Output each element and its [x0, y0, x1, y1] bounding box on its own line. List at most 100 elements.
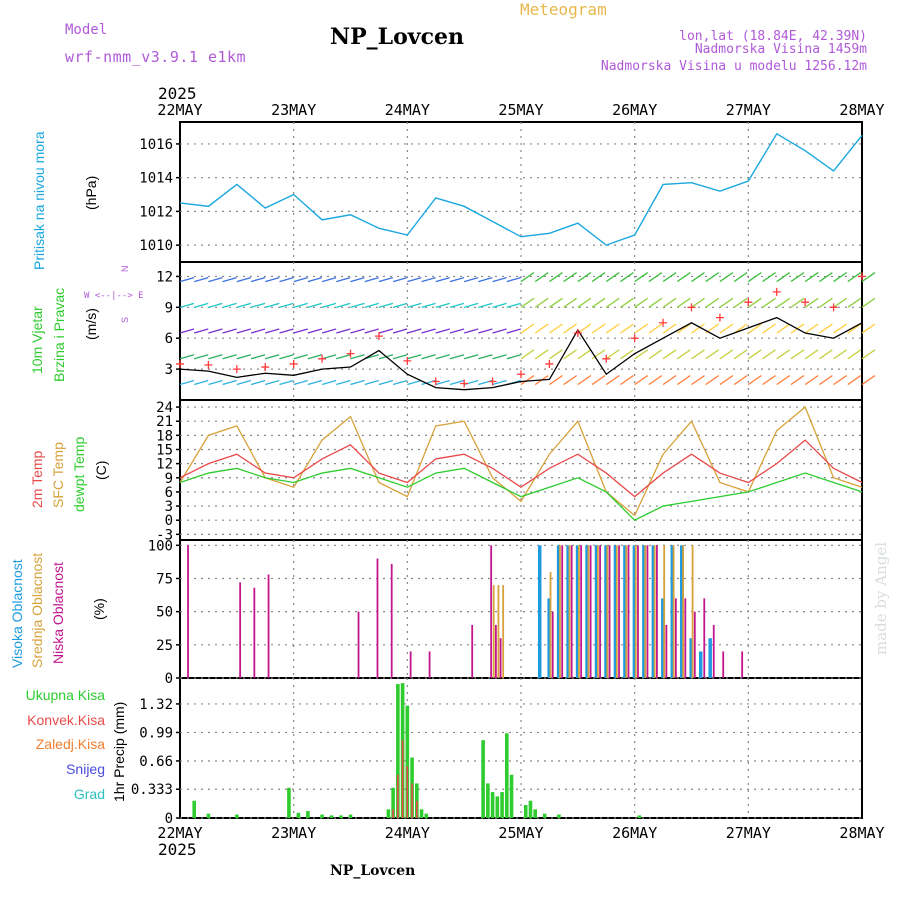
wind-arrow — [506, 302, 521, 308]
cloud-mid-bar — [663, 545, 666, 678]
wind-arrow — [733, 272, 748, 283]
wind-arrow — [194, 328, 209, 334]
y-tick-label: 0 — [165, 513, 173, 529]
wind-arrow — [861, 375, 876, 386]
wind-arrow — [819, 323, 833, 334]
wind-arrow — [577, 323, 592, 334]
wind-arrow — [307, 328, 323, 334]
wind-arrow — [676, 272, 691, 283]
wind-arrow — [407, 354, 422, 360]
y-tick-labels: 101010121014101636912-303691215182124025… — [131, 137, 173, 827]
cloud-low-bar — [570, 545, 573, 678]
wind-arrow — [620, 323, 634, 334]
wind-arrow — [321, 276, 337, 283]
wind-arrow — [435, 302, 450, 308]
cloud-high-bar — [642, 545, 646, 678]
wind-arrow — [534, 349, 549, 360]
cloud-low-bar — [674, 598, 677, 678]
wind-arrow — [222, 302, 237, 308]
wind-arrow — [648, 349, 663, 360]
wind-arrow — [634, 272, 649, 283]
wind-arrow — [676, 375, 691, 386]
wind-arrow — [719, 375, 734, 386]
gust-marker — [630, 334, 639, 343]
gust-marker — [204, 360, 213, 369]
wind-arrow — [279, 302, 294, 308]
wind-arrow — [407, 379, 422, 386]
cloud-high-bar — [556, 545, 561, 678]
x-date-label: 26MAY — [612, 824, 657, 842]
wind-arrow — [804, 375, 819, 386]
wind-arrow — [605, 272, 620, 283]
wind-arrow — [265, 276, 280, 283]
wind-compass-we: W <--|--> E — [84, 291, 144, 301]
precip-total-bar — [486, 783, 490, 818]
wind-arrow — [605, 297, 620, 308]
wind-arrow — [819, 272, 833, 283]
gust-marker — [488, 377, 497, 386]
dewpoint-line — [179, 467, 863, 521]
wind-arrow — [179, 302, 195, 308]
wind-arrow — [776, 323, 791, 334]
precip-total-bar — [206, 813, 211, 818]
cloud-low-bar — [741, 651, 744, 678]
wind-arrow — [861, 297, 876, 308]
wind-arrow — [236, 328, 252, 334]
wind-arrow — [762, 323, 776, 334]
wind-arrow — [634, 323, 649, 334]
wind-arrow — [236, 302, 252, 308]
precip-total-bar — [509, 774, 514, 818]
x-date-label: 25MAY — [498, 824, 543, 842]
gust-marker — [659, 318, 668, 327]
wind-arrow — [591, 323, 606, 334]
wind-arrow — [194, 302, 209, 308]
cloud-low-bar — [409, 651, 412, 678]
cloud-high-bar — [537, 545, 542, 678]
wind-arrow — [776, 375, 791, 386]
wind-arrow — [691, 297, 705, 308]
precip-total-bar — [528, 800, 533, 818]
precip-conv-bar — [411, 783, 413, 818]
wind-label-line1: 10m Vjetar — [29, 306, 45, 374]
cloud-mid-bar — [559, 545, 561, 678]
cloud-mid-bar — [606, 545, 609, 678]
precip-total-bar — [329, 815, 334, 818]
wind-arrow — [691, 375, 705, 386]
cloud-high-bar — [623, 545, 627, 678]
wind-arrow — [620, 297, 634, 308]
wind-arrow — [321, 302, 337, 308]
precip-total-bar — [637, 815, 642, 818]
wind-arrow — [478, 302, 493, 308]
temp-2m-line — [179, 439, 863, 498]
wind-arrow — [194, 379, 209, 386]
cloud-mid-bar — [587, 545, 590, 678]
cloud-mid-bar — [615, 545, 618, 678]
wind-arrow — [236, 276, 252, 283]
y-tick-label: 1012 — [139, 204, 173, 220]
wind-arrow — [747, 272, 762, 283]
wind-label-line2: Brzina i Pravac — [51, 288, 67, 382]
precip-total-bar — [339, 815, 343, 818]
cloud-low-bar — [357, 611, 360, 678]
wind-arrow — [208, 276, 223, 283]
wind-arrow — [705, 349, 720, 360]
wind-arrow — [293, 379, 308, 386]
cloud-low-bar — [499, 638, 502, 678]
x-date-label: 25MAY — [498, 101, 543, 119]
wind-arrow — [463, 302, 479, 308]
wind-arrow — [506, 328, 521, 334]
wind-arrow — [307, 354, 323, 360]
cloud-unit: (%) — [91, 598, 107, 620]
station-title: NP_Lovcen — [330, 24, 464, 50]
wind-arrow — [520, 297, 535, 308]
precip-total-bar — [424, 813, 429, 818]
cloud-mid-bar — [634, 545, 637, 678]
wind-arrow — [392, 302, 408, 308]
wind-arrow — [321, 354, 337, 360]
wind-arrow — [336, 354, 351, 360]
wind-arrow — [350, 328, 365, 334]
x-date-label: 27MAY — [726, 101, 771, 119]
wind-arrow — [250, 276, 266, 283]
y-tick-label: 6 — [165, 485, 173, 501]
wind-arrow — [250, 302, 266, 308]
